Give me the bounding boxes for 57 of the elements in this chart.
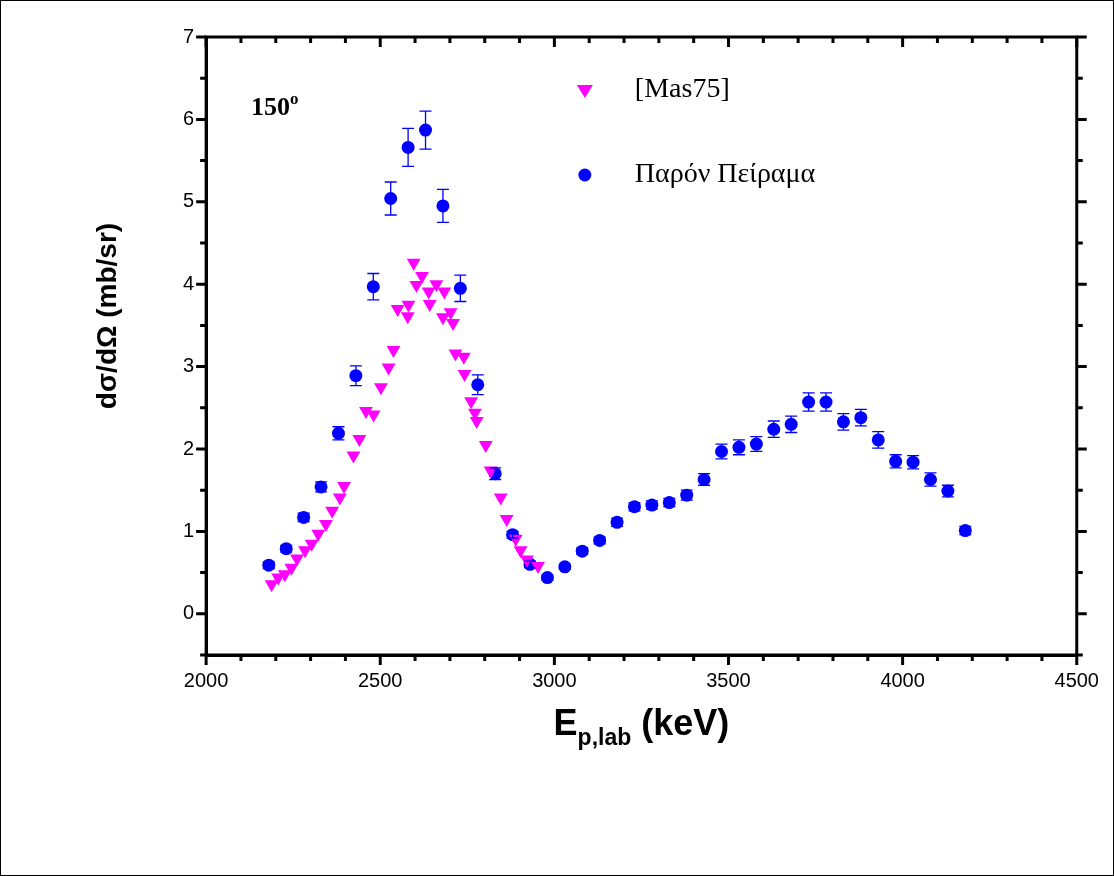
- point: [352, 435, 367, 448]
- point: [277, 570, 292, 583]
- point: [374, 383, 388, 396]
- point: [325, 506, 340, 519]
- point: [298, 546, 312, 559]
- point: [366, 410, 381, 423]
- point: [457, 370, 472, 383]
- y-tick-label: 6: [183, 106, 195, 129]
- point: [499, 515, 514, 528]
- point: [409, 281, 424, 294]
- point: [478, 440, 493, 453]
- point: [493, 493, 508, 506]
- point: [332, 493, 347, 506]
- point: [318, 519, 333, 532]
- point: [381, 363, 396, 376]
- x-tick-label: 3500: [706, 668, 751, 691]
- point: [443, 308, 458, 321]
- point: [464, 397, 479, 410]
- y-tick-label: 7: [183, 24, 195, 47]
- y-axis-title: dσ/dΩ (mb/sr): [91, 222, 123, 410]
- point: [346, 451, 361, 464]
- point: [415, 271, 429, 284]
- point: [304, 539, 319, 552]
- legend-label: Παρόν Πείραμα: [634, 157, 816, 189]
- point: [337, 482, 351, 495]
- point: [437, 287, 452, 300]
- point: [284, 563, 299, 576]
- y-tick-label: 4: [183, 271, 195, 294]
- y-tick-label: 1: [183, 518, 195, 541]
- point: [429, 280, 444, 293]
- point: [436, 313, 450, 326]
- y-tick-label: 3: [183, 354, 195, 377]
- point: [448, 349, 463, 362]
- x-tick-label: 3000: [532, 668, 577, 691]
- point: [531, 562, 545, 575]
- x-tick-label: 2000: [183, 668, 229, 691]
- point: [311, 529, 326, 542]
- point: [401, 300, 416, 313]
- y-tick-label: 0: [183, 601, 195, 624]
- point: [513, 546, 528, 559]
- point: [406, 258, 421, 271]
- point: [390, 304, 405, 317]
- point: [400, 312, 415, 325]
- point: [469, 416, 484, 429]
- point: [290, 554, 304, 567]
- point: [456, 352, 471, 365]
- x-tick-label: 2500: [358, 668, 403, 691]
- y-tick-label: 2: [183, 436, 195, 459]
- x-tick-label: 4500: [1054, 668, 1099, 691]
- point: [421, 287, 436, 300]
- point: [264, 580, 279, 593]
- point: [422, 299, 437, 312]
- legend-label: [Mas75]: [634, 72, 730, 104]
- point: [446, 318, 460, 331]
- y-tick-label: 5: [183, 189, 195, 212]
- x-tick-label: 4000: [880, 668, 925, 691]
- point: [386, 346, 401, 359]
